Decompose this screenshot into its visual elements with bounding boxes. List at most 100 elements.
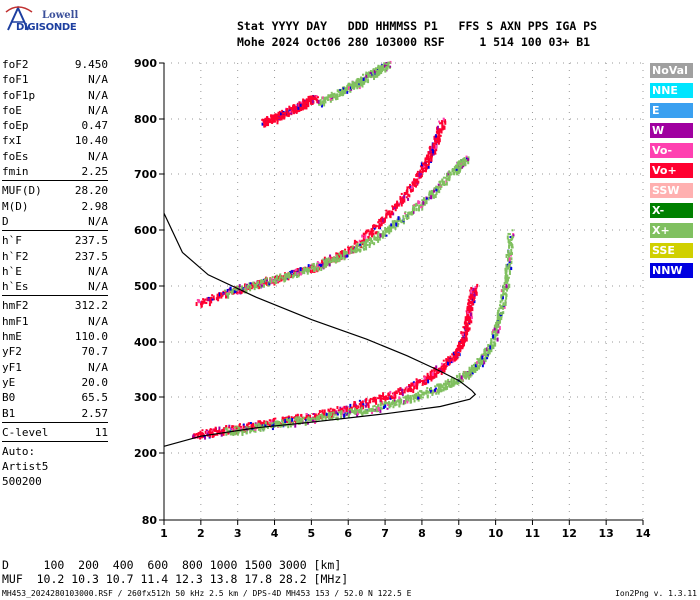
trace-echo	[210, 296, 213, 301]
trace-echo	[252, 281, 255, 285]
trace-echo	[294, 423, 297, 428]
trace-echo	[405, 214, 408, 219]
param-name: MUF(D)	[2, 184, 42, 198]
params-group-profile: hmF2 312.2 hmF1 N/A hmE 110.0 yF2 70.7 yF1 N/A yE 2…	[2, 298, 108, 420]
trace-echo	[249, 282, 252, 285]
trace-echo	[336, 95, 339, 100]
trace-echo	[508, 252, 511, 256]
trace-echo	[404, 397, 407, 402]
trace-echo	[201, 433, 204, 436]
trace-echo	[365, 397, 368, 401]
trace-echo	[423, 376, 426, 380]
trace-echo	[339, 91, 342, 96]
trace-echo	[273, 117, 276, 121]
trace-echo	[388, 61, 391, 64]
trace-echo	[232, 291, 235, 295]
trace-echo	[286, 109, 289, 114]
trace-echo	[495, 328, 498, 332]
trace-echo	[460, 375, 463, 380]
param-value: 11	[94, 425, 108, 439]
trace-echo	[462, 342, 465, 347]
trace-echo	[411, 394, 414, 397]
legend-item: X+	[650, 223, 693, 238]
trace-echo	[412, 381, 415, 384]
trace-echo	[379, 402, 382, 407]
trace-echo	[415, 184, 418, 188]
trace-echo	[353, 87, 356, 90]
trace-echo	[458, 160, 461, 165]
trace-echo	[413, 178, 416, 181]
trace-echo	[342, 87, 345, 91]
trace-echo	[367, 409, 370, 412]
trace-echo	[274, 278, 277, 282]
trace-echo	[379, 65, 382, 69]
trace-echo	[384, 403, 387, 408]
trace-echo	[348, 410, 351, 414]
trace-echo	[388, 392, 391, 397]
trace-echo	[502, 302, 505, 307]
trace-echo	[409, 384, 412, 388]
param-name: yF2	[2, 345, 22, 359]
trace-echo	[329, 96, 332, 101]
trace-echo	[464, 324, 467, 327]
trace-echo	[407, 193, 410, 197]
trace-echo	[318, 410, 321, 414]
trace-echo	[403, 212, 406, 215]
trace-echo	[379, 223, 382, 228]
trace-echo	[426, 387, 429, 390]
trace-echo	[228, 290, 231, 293]
trace-echo	[417, 200, 420, 205]
trace-echo	[382, 66, 385, 71]
trace-echo	[320, 263, 323, 267]
trace-echo	[261, 122, 264, 126]
trace-echo	[447, 358, 450, 361]
param-value: N/A	[88, 280, 108, 294]
param-value: N/A	[88, 360, 108, 374]
trace-echo	[310, 100, 313, 104]
trace-echo	[299, 418, 302, 422]
trace-echo	[253, 283, 256, 286]
trace-echo	[195, 302, 198, 307]
trace-echo	[505, 284, 508, 289]
trace-echo	[413, 393, 416, 397]
trace-echo	[477, 365, 480, 370]
trace-echo	[403, 389, 406, 394]
trace-echo	[467, 321, 470, 324]
trace-echo	[436, 369, 439, 374]
legend-item: Vo-	[650, 143, 693, 158]
trace-echo	[268, 422, 271, 425]
trace-echo	[293, 104, 296, 108]
trace-echo	[391, 210, 394, 214]
trace-echo	[429, 146, 432, 150]
trace-echo	[346, 88, 349, 92]
trace-echo	[346, 251, 349, 254]
param-row: D N/A	[2, 214, 108, 229]
trace-echo	[208, 298, 211, 302]
trace-echo	[305, 103, 308, 108]
param-value: 70.7	[81, 345, 109, 359]
params-group-virtual-heights: h`F 237.5 h`F2 237.5 h`E N/A h`Es N/A	[2, 233, 108, 294]
trace-echo	[358, 82, 361, 86]
trace-echo	[359, 404, 362, 409]
trace-echo	[425, 160, 428, 163]
trace-echo	[399, 397, 402, 402]
trace-echo	[403, 198, 406, 203]
trace-echo	[435, 144, 438, 149]
trace-echo	[398, 399, 401, 404]
trace-echo	[315, 416, 318, 419]
trace-echo	[350, 248, 353, 251]
x-tick-label: 13	[598, 527, 613, 540]
trace-echo	[463, 338, 466, 343]
trace-echo	[455, 168, 458, 171]
trace-echo	[360, 411, 363, 415]
trace-echo	[353, 83, 356, 87]
param-row: yE 20.0	[2, 375, 108, 390]
trace-echo	[245, 430, 248, 434]
trace-echo	[452, 353, 455, 358]
trace-echo	[328, 259, 331, 264]
trace-echo	[422, 379, 425, 382]
trace-echo	[476, 363, 479, 366]
trace-echo	[384, 399, 387, 404]
trace-echo	[308, 95, 311, 98]
trace-echo	[305, 418, 308, 422]
